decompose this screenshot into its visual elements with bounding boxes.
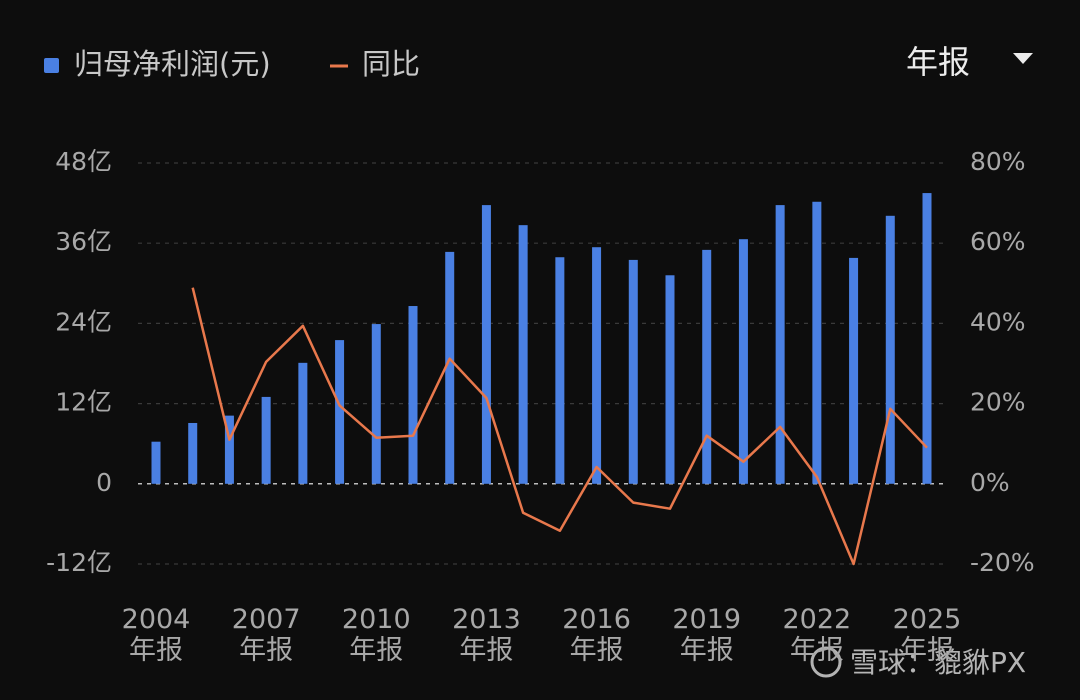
bar — [628, 259, 638, 484]
y-tick-label: 24亿 — [55, 307, 112, 336]
watermark-icon — [810, 646, 842, 678]
bar — [702, 249, 712, 484]
y-tick-label: 36亿 — [55, 227, 112, 256]
period-dropdown[interactable]: 年报 — [906, 43, 1033, 81]
y2-tick-label: 20% — [970, 388, 1026, 417]
legend-label: 同比 — [362, 47, 420, 81]
y2-tick-label: -20% — [970, 548, 1035, 577]
y-tick-label: 0 — [96, 468, 112, 497]
x-tick-label: 2019 年报 — [672, 604, 742, 666]
x-tick-label: 2016 年报 — [562, 604, 631, 666]
x-tick-label: 2013 年报 — [452, 604, 521, 666]
y-tick-label: -12亿 — [46, 548, 112, 577]
bar — [261, 396, 271, 484]
legend-label: 归母净利润(元) — [74, 47, 271, 81]
x-tick-label: 2025 年报 — [892, 604, 962, 666]
bar — [812, 201, 822, 484]
bar — [224, 415, 234, 484]
x-tick-label: 2007 年报 — [231, 604, 301, 666]
y2-tick-label: 0% — [970, 468, 1010, 497]
line — [191, 287, 928, 566]
y2-tick-label: 60% — [970, 227, 1026, 256]
bar — [885, 215, 895, 484]
bar — [408, 306, 418, 484]
bar — [555, 257, 565, 484]
bar — [922, 193, 932, 484]
bar — [665, 275, 675, 484]
bar — [445, 251, 455, 484]
bar — [738, 239, 748, 484]
bar — [481, 205, 491, 484]
y-tick-label: 12亿 — [55, 388, 112, 417]
dropdown-label[interactable]: 年报 — [906, 43, 970, 81]
x-tick-label: 2022 年报 — [782, 604, 852, 666]
y2-tick-label: 40% — [970, 307, 1026, 336]
bar — [298, 362, 308, 484]
x-tick-label: 2004 年报 — [121, 604, 191, 666]
bar — [775, 205, 785, 484]
bar — [592, 247, 602, 484]
y-tick-label: 48亿 — [55, 147, 112, 176]
bar — [849, 257, 859, 484]
bar — [188, 422, 198, 484]
watermark-text: 雪球：貔貅PX — [850, 646, 1026, 679]
legend-swatch — [44, 58, 59, 73]
x-tick-label: 2010 年报 — [341, 604, 411, 666]
bar — [371, 324, 381, 484]
y2-tick-label: 80% — [970, 147, 1026, 176]
bar — [518, 225, 528, 484]
bar — [335, 340, 345, 484]
dropdown-arrow[interactable] — [1013, 53, 1033, 64]
watermark: 雪球：貔貅PX — [810, 646, 1026, 679]
bar — [151, 441, 161, 484]
